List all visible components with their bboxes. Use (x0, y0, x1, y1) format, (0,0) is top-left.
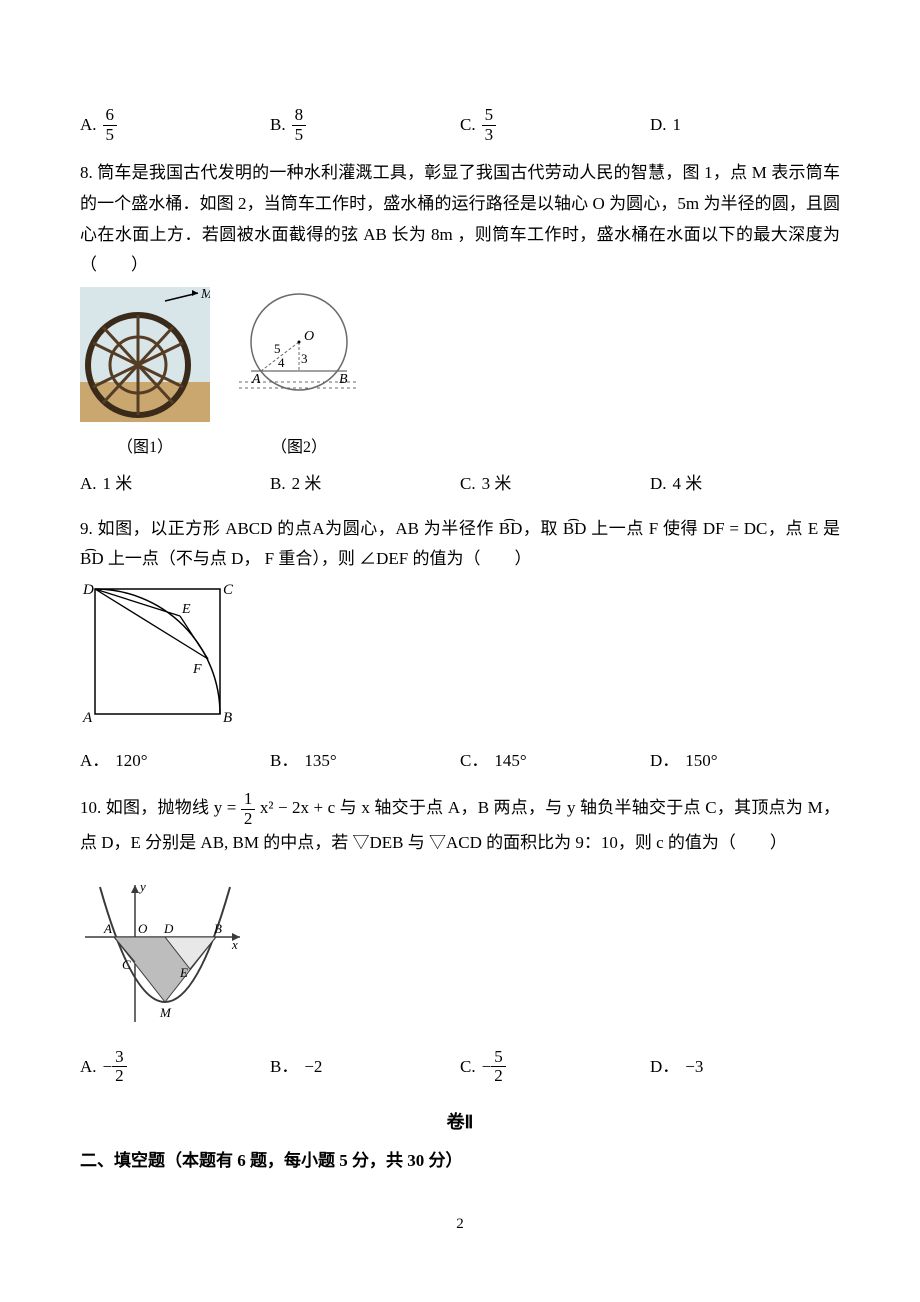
page-number: 2 (80, 1211, 840, 1238)
q10-option-a: A. − 3 2 (80, 1048, 270, 1086)
svg-text:3: 3 (301, 351, 308, 366)
q7-option-b: B. 8 5 (270, 106, 460, 144)
option-label: B. (270, 110, 286, 141)
svg-text:B: B (223, 710, 232, 726)
q9-text: 9. 如图，以正方形 ABCD 的点A为圆心，AB 为半径作 B͡D，取 B͡D… (80, 514, 840, 575)
parabola-diagram-svg: A O D B x y C E M (80, 877, 250, 1027)
svg-text:M: M (200, 287, 210, 302)
q9-figure: A B C D E F (80, 579, 840, 740)
q8-option-d: D. 4 米 (650, 469, 840, 500)
option-value: 1 (673, 110, 682, 141)
q10-option-b: B． −2 (270, 1048, 460, 1086)
q7-option-c: C. 5 3 (460, 106, 650, 144)
q7-option-a: A. 6 5 (80, 106, 270, 144)
svg-text:x: x (231, 937, 238, 952)
fraction: 6 5 (103, 106, 118, 144)
svg-text:A: A (103, 921, 112, 936)
svg-text:A: A (251, 372, 261, 387)
option-label: C. (460, 110, 476, 141)
q8-option-a: A. 1 米 (80, 469, 270, 500)
option-label: D. (650, 110, 667, 141)
svg-text:O: O (304, 329, 314, 344)
svg-text:M: M (159, 1005, 172, 1020)
svg-text:D: D (163, 921, 174, 936)
fraction: 12 (241, 790, 256, 828)
q8-figure2: O A B 5 4 3 （图2） (234, 287, 364, 463)
page-container: A. 6 5 B. 8 5 C. 5 3 D. 1 8. 筒车是我国古代发明的一… (0, 0, 920, 1278)
svg-text:B: B (214, 921, 222, 936)
svg-text:O: O (138, 921, 148, 936)
fraction: 8 5 (292, 106, 307, 144)
fraction: 5 3 (482, 106, 497, 144)
svg-text:A: A (82, 710, 93, 726)
q8-option-b: B. 2 米 (270, 469, 460, 500)
q8-figures: M （图1） O A B 5 4 3 （图2） (80, 287, 840, 463)
section-2-title: 卷Ⅱ (80, 1106, 840, 1138)
option-label: A. (80, 110, 97, 141)
q7-option-d: D. 1 (650, 106, 840, 144)
figure2-caption: （图2） (234, 434, 364, 463)
svg-text:B: B (339, 372, 348, 387)
q10-option-d: D． −3 (650, 1048, 840, 1086)
fraction: 3 2 (112, 1048, 127, 1086)
square-arc-diagram-svg: A B C D E F (80, 579, 240, 729)
q8-option-c: C. 3 米 (460, 469, 650, 500)
figure1-caption: （图1） (80, 434, 210, 463)
svg-text:C: C (223, 582, 234, 598)
q9-options-row: A． 120° B． 135° C． 145° D． 150° (80, 746, 840, 777)
q8-options-row: A. 1 米 B. 2 米 C. 3 米 D. 4 米 (80, 469, 840, 500)
svg-text:D: D (82, 582, 94, 598)
waterwheel-photo-svg: M (80, 287, 210, 422)
fraction: 5 2 (491, 1048, 506, 1086)
q8-figure1: M （图1） (80, 287, 210, 463)
svg-text:F: F (192, 662, 202, 677)
svg-text:y: y (138, 879, 146, 894)
svg-text:5: 5 (274, 341, 281, 356)
svg-text:E: E (181, 602, 191, 617)
q10-figure: A O D B x y C E M (80, 877, 840, 1038)
section-2-heading: 二、填空题（本题有 6 题，每小题 5 分，共 30 分） (80, 1146, 840, 1177)
q8-text: 8. 筒车是我国古代发明的一种水利灌溉工具，彰显了我国古代劳动人民的智慧，图 1… (80, 158, 840, 280)
q9-option-c: C． 145° (460, 746, 650, 777)
svg-text:4: 4 (278, 355, 285, 370)
q10-options-row: A. − 3 2 B． −2 C. − 5 2 D． −3 (80, 1048, 840, 1086)
svg-text:E: E (179, 965, 188, 980)
circle-chord-diagram-svg: O A B 5 4 3 (234, 287, 364, 422)
q10-option-c: C. − 5 2 (460, 1048, 650, 1086)
q9-option-a: A． 120° (80, 746, 270, 777)
q7-options-row: A. 6 5 B. 8 5 C. 5 3 D. 1 (80, 106, 840, 144)
q9-option-d: D． 150° (650, 746, 840, 777)
svg-text:C: C (122, 957, 131, 972)
q10-text: 10. 如图，抛物线 y = 12 x² − 2x + c 与 x 轴交于点 A… (80, 790, 840, 859)
q9-option-b: B． 135° (270, 746, 460, 777)
